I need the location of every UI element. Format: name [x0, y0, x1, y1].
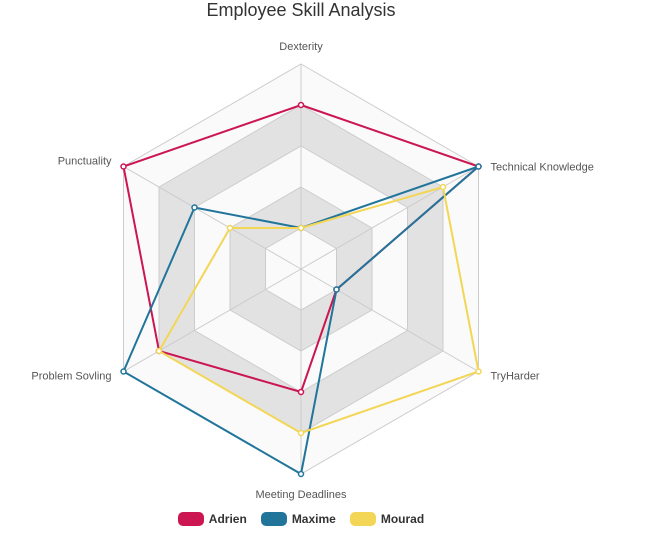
data-point-maxime-5[interactable]	[191, 204, 198, 211]
axis-label-0: Dexterity	[279, 41, 323, 53]
data-point-maxime-1[interactable]	[475, 163, 482, 170]
data-point-maxime-3[interactable]	[297, 470, 305, 478]
legend-label-maxime: Maxime	[291, 512, 336, 526]
legend-label-mourad: Mourad	[380, 512, 425, 526]
legend: Adrien Maxime Mourad	[0, 512, 602, 526]
chart-title: Employee Skill Analysis	[206, 0, 396, 20]
data-point-mourad-5[interactable]	[226, 224, 234, 232]
data-point-adrien-0[interactable]	[297, 101, 305, 109]
data-point-adrien-3[interactable]	[297, 388, 305, 396]
data-point-maxime-4[interactable]	[120, 368, 127, 375]
legend-item-adrien[interactable]: Adrien	[177, 512, 247, 526]
grid-spoke-5	[123, 166, 302, 270]
grid-spoke-4	[123, 268, 302, 372]
axis-label-1: Technical Knowledge	[491, 162, 594, 174]
grid-spoke-1	[300, 166, 479, 270]
axis-label-4: Problem Sovling	[31, 371, 111, 383]
legend-label-adrien: Adrien	[208, 512, 247, 526]
data-point-mourad-1[interactable]	[439, 183, 447, 191]
data-point-mourad-4[interactable]	[155, 347, 163, 355]
data-point-mourad-0[interactable]	[297, 224, 305, 232]
grid-spoke-2	[300, 268, 479, 372]
legend-swatch-mourad	[349, 512, 376, 526]
data-point-maxime-2[interactable]	[333, 286, 340, 293]
legend-swatch-maxime	[260, 512, 287, 526]
data-point-adrien-5[interactable]	[120, 163, 127, 170]
axis-label-5: Punctuality	[58, 156, 112, 168]
legend-swatch-adrien	[177, 512, 204, 526]
axis-label-2: TryHarder	[491, 371, 540, 383]
data-point-mourad-2[interactable]	[475, 368, 482, 375]
legend-item-maxime[interactable]: Maxime	[260, 512, 336, 526]
data-point-mourad-3[interactable]	[297, 429, 305, 437]
axis-label-3: Meeting Deadlines	[255, 489, 347, 501]
legend-item-mourad[interactable]: Mourad	[349, 512, 425, 526]
